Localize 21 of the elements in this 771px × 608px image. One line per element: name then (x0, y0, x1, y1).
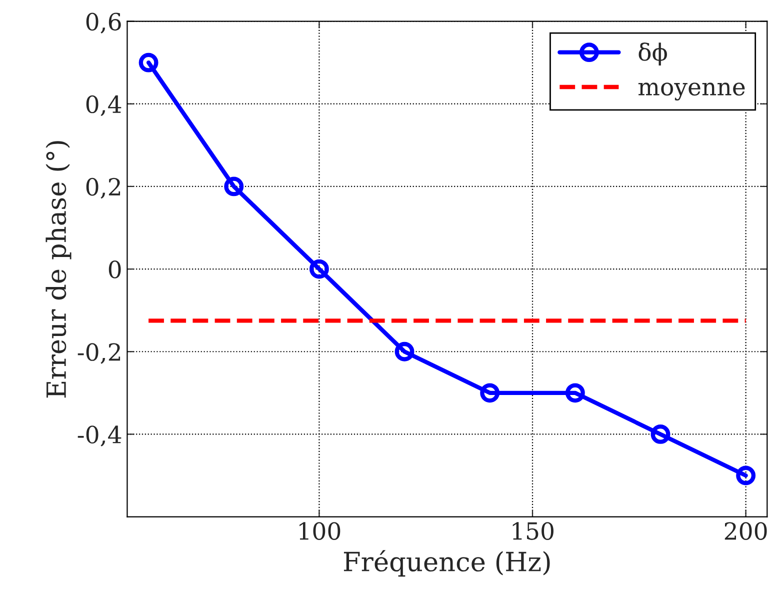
y-tick-label: -0,2 (78, 343, 120, 364)
x-tick-label: 150 (512, 522, 554, 540)
y-tick-label: 0 (108, 260, 121, 278)
x-axis-title: Fréquence (Hz) (344, 550, 550, 577)
y-tick-label: -0,4 (78, 426, 122, 446)
point (394, 342, 414, 362)
point (138, 52, 158, 72)
x-tick-label: 100 (300, 522, 340, 540)
point (224, 176, 244, 196)
point (565, 383, 585, 403)
legend-label: δϕ (638, 42, 667, 66)
y-tick-label: 0,6 (86, 12, 121, 34)
legend-label: moyenne (638, 82, 745, 100)
y-axis-title: Erreur de phase (°) (46, 141, 72, 398)
point (650, 424, 670, 444)
point (480, 383, 500, 403)
y-tick-label: 0,2 (86, 178, 120, 199)
point (736, 466, 756, 486)
point (309, 259, 329, 279)
x-tick-label: 200 (724, 522, 767, 540)
y-tick-label: 0,4 (86, 95, 122, 116)
